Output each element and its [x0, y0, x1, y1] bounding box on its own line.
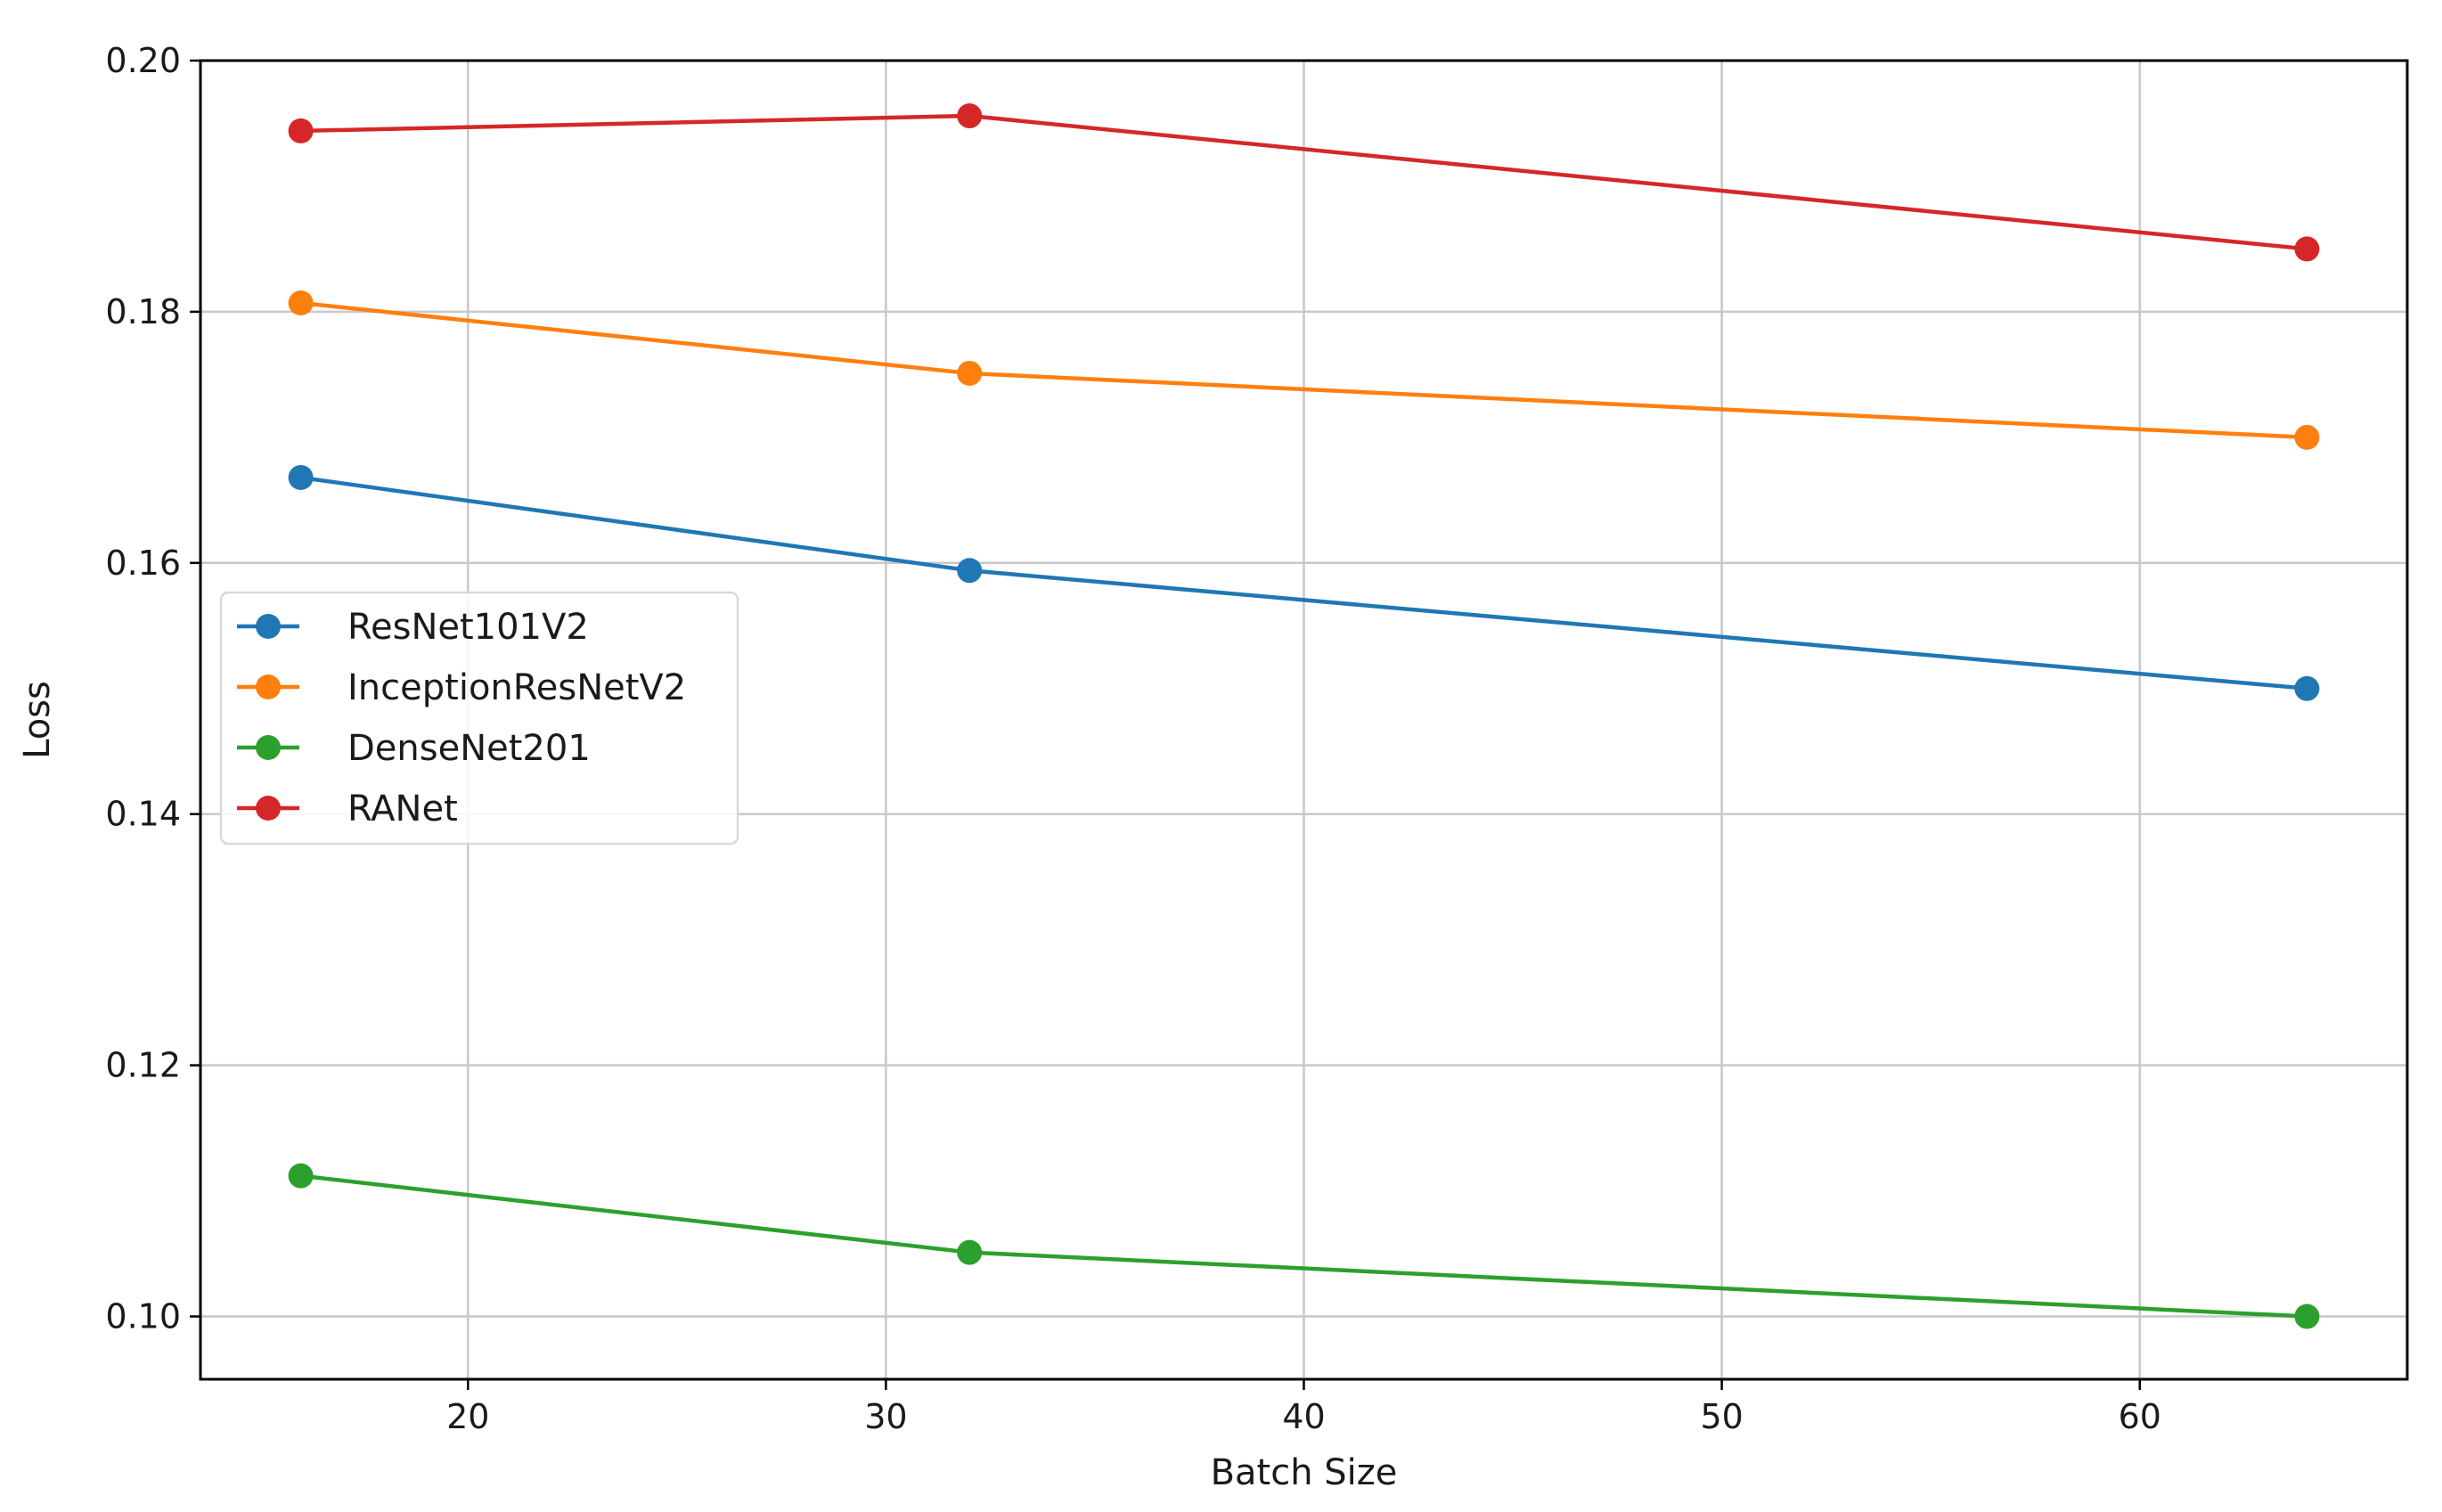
data-point	[288, 464, 314, 490]
y-axis: 0.10 0.12 0.14 0.16 0.18 0.20	[105, 41, 200, 1336]
legend-item: ResNet101V2	[237, 607, 589, 648]
y-tick-label: 0.16	[105, 544, 181, 583]
x-tick-label: 30	[864, 1397, 907, 1436]
legend-marker	[256, 674, 281, 699]
x-tick-label: 60	[2119, 1397, 2161, 1436]
legend-item: InceptionResNetV2	[237, 667, 686, 708]
series-DenseNet201	[288, 1163, 2320, 1329]
x-axis-label: Batch Size	[1211, 1452, 1398, 1493]
data-point	[288, 290, 314, 316]
data-point	[957, 103, 983, 129]
y-tick-label: 0.10	[105, 1297, 181, 1336]
legend-marker	[256, 614, 281, 639]
series-ResNet101V2	[288, 464, 2320, 701]
data-point	[288, 1163, 314, 1189]
data-point	[2294, 236, 2320, 262]
data-point	[957, 360, 983, 386]
series-layer	[288, 103, 2320, 1329]
legend-label: ResNet101V2	[347, 607, 589, 648]
y-tick-label: 0.14	[105, 795, 181, 834]
data-point	[957, 1239, 983, 1265]
legend: ResNet101V2 InceptionResNetV2 DenseNet201 R…	[219, 591, 739, 846]
x-tick-label: 20	[446, 1397, 489, 1436]
y-tick-label: 0.18	[105, 292, 181, 331]
data-point	[2294, 675, 2320, 701]
data-point	[2294, 424, 2320, 450]
data-point	[957, 558, 983, 584]
y-axis-label: Loss	[17, 681, 58, 759]
legend-box	[219, 591, 739, 846]
legend-label: InceptionResNetV2	[347, 667, 686, 708]
series-InceptionResNetV2	[288, 290, 2320, 450]
legend-item: DenseNet201	[237, 728, 591, 769]
y-tick-label: 0.12	[105, 1046, 181, 1085]
legend-label: RANet	[347, 789, 458, 830]
legend-label: DenseNet201	[347, 728, 591, 769]
x-axis: 20 30 40 50 60	[446, 1379, 2161, 1436]
y-tick-label: 0.20	[105, 41, 181, 80]
legend-marker	[256, 735, 281, 760]
legend-item: RANet	[237, 789, 458, 830]
x-tick-label: 50	[1700, 1397, 1743, 1436]
x-tick-label: 40	[1282, 1397, 1325, 1436]
series-RANet	[288, 103, 2320, 262]
data-point	[288, 118, 314, 143]
data-point	[2294, 1304, 2320, 1329]
legend-marker	[256, 796, 281, 821]
